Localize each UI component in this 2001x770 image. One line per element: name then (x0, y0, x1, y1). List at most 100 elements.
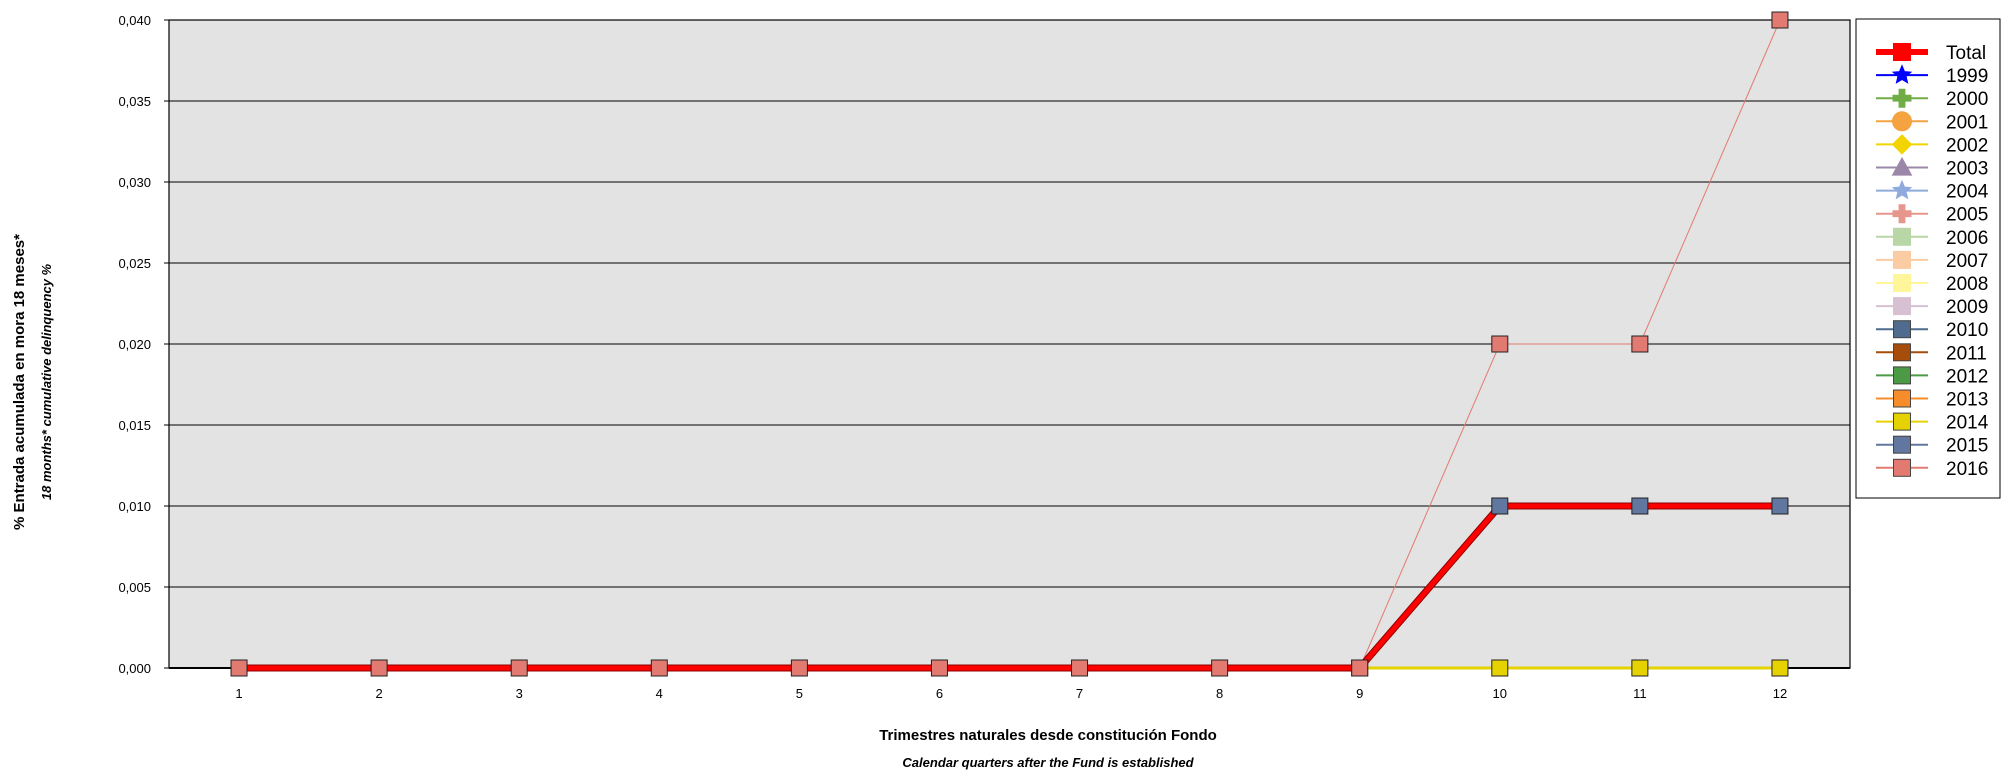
legend-item-2003: 2003 (1876, 156, 1988, 180)
series-2016-point (1071, 659, 1089, 677)
legend-label: 2010 (1946, 320, 1988, 341)
x-axis-subtitle: Calendar quarters after the Fund is esta… (902, 755, 1194, 770)
legend-label: 2014 (1946, 413, 1989, 434)
series-2016-point (230, 659, 248, 677)
legend-marker (1893, 343, 1911, 362)
legend-item-2008: 2008 (1876, 274, 1988, 295)
series-2016-point (1491, 335, 1509, 353)
legend-marker (1893, 43, 1911, 61)
y-axis-ticks: 0,000 0,005 0,010 0,015 0,020 0,025 0,030 0,035… (118, 13, 169, 676)
legend-marker (1893, 435, 1911, 454)
y-tick-label: 0,030 (118, 175, 151, 190)
legend-item-2000: 2000 (1876, 88, 1988, 110)
legend-marker (1893, 458, 1911, 477)
legend-marker (1891, 134, 1913, 155)
legend-marker (1891, 156, 1913, 176)
x-tick-label: 1 (235, 686, 242, 701)
legend-label: 2004 (1946, 182, 1989, 203)
legend-item-2004: 2004 (1876, 179, 1989, 203)
legend-label: 2007 (1946, 251, 1988, 272)
legend-marker (1891, 179, 1913, 200)
legend-marker (1893, 366, 1911, 385)
x-tick-label: 6 (936, 686, 943, 701)
series-2015-point (1491, 497, 1509, 515)
series-2014-point (1771, 659, 1789, 677)
x-tick-label: 3 (516, 686, 523, 701)
legend-marker (1891, 64, 1913, 84)
legend-label: 2002 (1946, 135, 1988, 156)
legend-label: 2003 (1946, 159, 1988, 180)
legend-marker (1892, 204, 1912, 224)
legend-item-total: Total (1876, 43, 1986, 64)
series-2016-point (1211, 659, 1229, 677)
series-lines (239, 19, 1781, 672)
y-axis-subtitle: 18 months* cumulative delinquency % (39, 263, 54, 500)
legend-marker (1893, 412, 1911, 431)
series-2014-point (1631, 659, 1649, 677)
y-tick-label: 0,015 (118, 418, 151, 433)
series-2016-point (1351, 659, 1369, 677)
legend-label: 1999 (1946, 66, 1988, 87)
legend-item-2015: 2015 (1876, 435, 1988, 457)
x-axis-title: Trimestres naturales desde constitución … (879, 727, 1217, 744)
legend-item-2001: 2001 (1876, 111, 1988, 133)
legend-item-2007: 2007 (1876, 250, 1988, 272)
x-tick-label: 9 (1356, 686, 1363, 701)
legend-label: 2011 (1946, 343, 1987, 364)
legend-label: 2015 (1946, 436, 1988, 457)
x-tick-label: 5 (796, 686, 803, 701)
legend-label: 2000 (1946, 89, 1988, 110)
x-tick-label: 11 (1633, 686, 1647, 701)
x-tick-label: 12 (1773, 686, 1787, 701)
x-tick-label: 2 (376, 686, 383, 701)
legend-marker (1893, 297, 1911, 316)
legend-item-2002: 2002 (1876, 134, 1988, 156)
legend-item-2005: 2005 (1876, 204, 1988, 226)
series-total-line (239, 503, 1780, 671)
legend-item-2011: 2011 (1876, 343, 1987, 364)
legend-item-2016: 2016 (1876, 458, 1988, 480)
series-2016-point (370, 659, 388, 677)
legend-label: 2008 (1946, 274, 1988, 295)
legend-label: 2006 (1946, 228, 1988, 249)
legend-label: 2009 (1946, 297, 1988, 318)
y-tick-label: 0,035 (118, 94, 151, 109)
series-2014-point (1491, 659, 1509, 677)
legend-marker (1893, 389, 1911, 408)
legend-item-2006: 2006 (1876, 227, 1988, 249)
series-2015-point (1771, 497, 1789, 515)
legend-label: 2001 (1946, 112, 1988, 133)
legend-item-1999: 1999 (1876, 64, 1988, 87)
y-tick-label: 0,010 (118, 499, 151, 514)
legend-marker (1892, 88, 1912, 108)
y-tick-label: 0,020 (118, 337, 151, 352)
legend: Total19992000200120022003200420052006200… (1855, 18, 2001, 499)
y-tick-label: 0,005 (118, 580, 151, 595)
series-2016-point (510, 659, 528, 677)
series-2016-point (790, 659, 808, 677)
legend-marker (1893, 274, 1911, 292)
legend-marker (1893, 250, 1911, 269)
y-tick-label: 0,025 (118, 256, 151, 271)
x-tick-label: 10 (1493, 686, 1507, 701)
legend-label: 2012 (1946, 366, 1988, 387)
x-axis-ticks: 1 2 3 4 5 6 7 8 9 10 11 12 (235, 686, 1787, 701)
legend-marker (1893, 227, 1911, 246)
legend-item-2012: 2012 (1876, 366, 1988, 387)
series-2015-point (1631, 497, 1649, 515)
series-2016-point (1771, 11, 1789, 29)
legend-item-2014: 2014 (1876, 412, 1989, 434)
x-tick-label: 7 (1076, 686, 1083, 701)
series-markers (230, 11, 1789, 677)
legend-label: 2013 (1946, 390, 1988, 411)
legend-item-2009: 2009 (1876, 297, 1988, 318)
legend-marker (1892, 111, 1912, 132)
legend-item-2013: 2013 (1876, 389, 1988, 411)
series-2016-point (650, 659, 668, 677)
y-tick-label: 0,000 (118, 661, 151, 676)
y-axis-title: % Entrada acumulada en mora 18 meses* (11, 234, 28, 530)
legend-label: Total (1946, 43, 1986, 64)
legend-label: 2005 (1946, 205, 1988, 226)
legend-marker (1893, 320, 1911, 339)
